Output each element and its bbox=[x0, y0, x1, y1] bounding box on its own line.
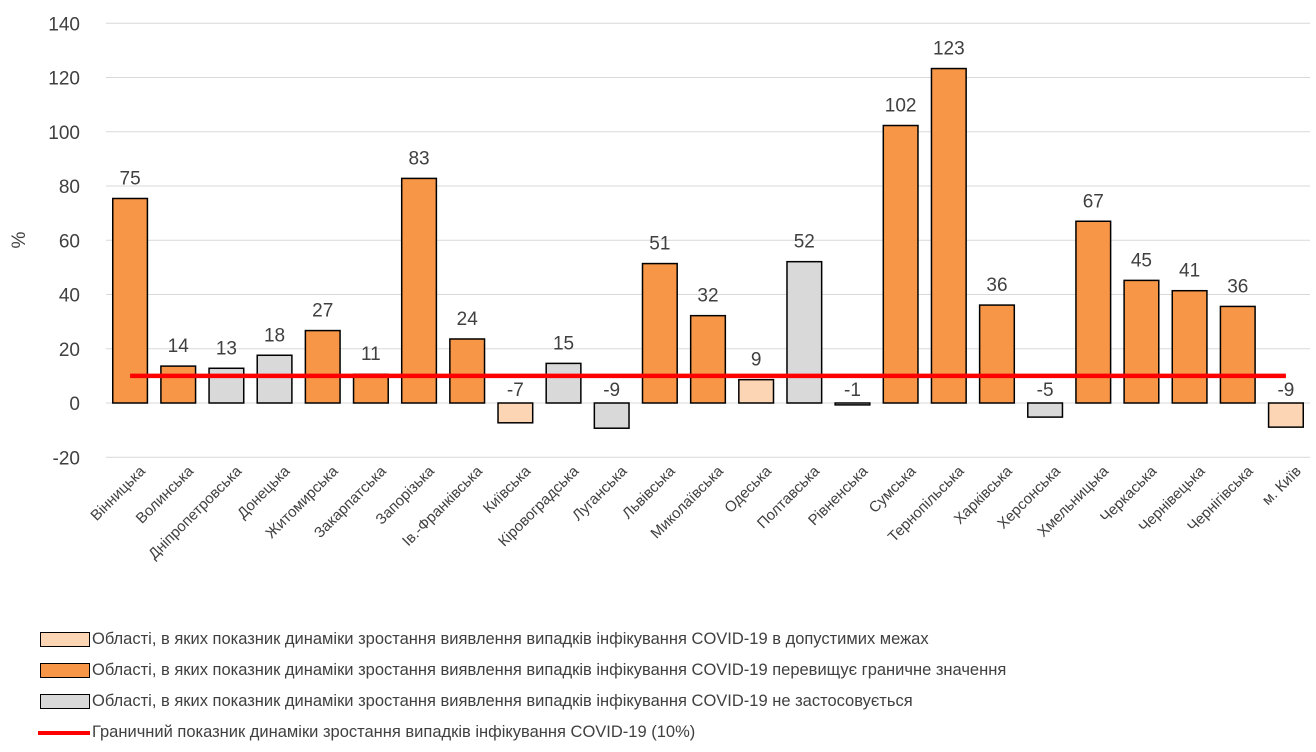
legend-item-exceeds: Області, в яких показник динаміки зроста… bbox=[38, 655, 1316, 686]
bar bbox=[400, 177, 438, 404]
bar bbox=[304, 329, 341, 404]
legend-item-na: Області, в яких показник динаміки зроста… bbox=[38, 686, 1316, 717]
legend-label: Області, в яких показник динаміки зроста… bbox=[92, 630, 929, 648]
bar bbox=[689, 314, 727, 404]
bar bbox=[738, 378, 775, 404]
bar-chart: -20 0 20 40 60 80 100 120 140 % 75 14 13 18 27 11 83 24… bbox=[9, 14, 1310, 563]
data-label: 123 bbox=[933, 39, 965, 60]
bar bbox=[882, 124, 919, 404]
data-label: -9 bbox=[603, 380, 620, 401]
data-label: 18 bbox=[264, 325, 285, 346]
bar bbox=[449, 338, 486, 404]
data-label: 13 bbox=[216, 338, 237, 359]
bar bbox=[208, 367, 245, 404]
data-label: 9 bbox=[751, 350, 762, 371]
legend-color-swatch bbox=[40, 694, 90, 709]
data-label: 41 bbox=[1179, 261, 1200, 282]
data-label: -9 bbox=[1277, 380, 1294, 401]
data-label: 45 bbox=[1131, 250, 1152, 271]
y-tick-label: 120 bbox=[48, 69, 80, 90]
bar bbox=[256, 354, 293, 404]
x-category-label: м. Київ bbox=[1259, 463, 1305, 509]
legend-label: Області, в яких показник динаміки зроста… bbox=[92, 661, 1007, 679]
bar bbox=[1075, 220, 1112, 404]
legend-color-swatch bbox=[40, 663, 90, 678]
data-label: 67 bbox=[1083, 191, 1104, 212]
data-label: 24 bbox=[457, 309, 479, 330]
bar bbox=[978, 304, 1016, 404]
bar bbox=[352, 373, 389, 404]
legend: Області, в яких показник динаміки зроста… bbox=[38, 624, 1316, 748]
data-label: 83 bbox=[408, 148, 429, 169]
bar bbox=[834, 402, 871, 406]
bar bbox=[160, 365, 197, 404]
legend-line-swatch bbox=[38, 730, 90, 735]
bar bbox=[1267, 402, 1305, 428]
bar bbox=[497, 402, 534, 424]
data-label: 52 bbox=[794, 232, 815, 253]
data-label: 102 bbox=[885, 96, 917, 117]
bar bbox=[1027, 402, 1064, 418]
data-label: 11 bbox=[361, 344, 381, 365]
bar bbox=[1219, 305, 1256, 404]
data-label: -5 bbox=[1037, 380, 1054, 401]
y-axis-label: % bbox=[9, 231, 30, 248]
data-label: -7 bbox=[507, 380, 524, 401]
y-tick-label: 140 bbox=[48, 14, 80, 35]
y-tick-label: 20 bbox=[59, 340, 80, 361]
x-category-label: Дніпропетровська bbox=[145, 462, 245, 562]
y-tick-label: -20 bbox=[53, 448, 80, 469]
y-tick-label: 60 bbox=[59, 231, 80, 252]
legend-item-threshold: Граничний показник динаміки зростання ви… bbox=[38, 717, 1316, 748]
data-label: 15 bbox=[553, 333, 574, 354]
bar bbox=[1171, 289, 1208, 404]
bar bbox=[786, 260, 823, 404]
data-label: -1 bbox=[844, 380, 861, 401]
data-label: 75 bbox=[120, 168, 141, 189]
data-label: 36 bbox=[1227, 276, 1248, 297]
y-tick-label: 40 bbox=[59, 286, 80, 307]
legend-label: Області, в яких показник динаміки зроста… bbox=[92, 692, 913, 710]
data-label: 36 bbox=[986, 275, 1007, 296]
data-label: 14 bbox=[168, 336, 190, 357]
y-tick-label: 100 bbox=[48, 123, 80, 144]
legend-label: Граничний показник динаміки зростання ви… bbox=[92, 723, 696, 741]
y-tick-label: 80 bbox=[59, 177, 80, 198]
bars bbox=[111, 67, 1305, 429]
data-label: 27 bbox=[312, 301, 333, 322]
bar bbox=[1123, 279, 1160, 404]
bar bbox=[593, 402, 630, 429]
legend-item-allowed: Області, в яких показник динаміки зроста… bbox=[38, 624, 1316, 655]
y-axis-ticks: -20 0 20 40 60 80 100 120 140 bbox=[48, 14, 80, 469]
bar bbox=[641, 262, 678, 404]
legend-color-swatch bbox=[40, 632, 90, 647]
bar bbox=[930, 67, 967, 404]
y-tick-label: 0 bbox=[69, 394, 80, 415]
data-labels: 75 14 13 18 27 11 83 24 -7 15 -9 51 32 9 52 -1 102 123 36 -… bbox=[120, 39, 1295, 401]
x-axis-categories: ВінницькаВолинськаДніпропетровськаДонець… bbox=[87, 462, 1304, 562]
bar bbox=[545, 362, 582, 404]
data-label: 32 bbox=[697, 286, 718, 307]
bar bbox=[111, 197, 149, 404]
data-label: 51 bbox=[649, 234, 670, 255]
